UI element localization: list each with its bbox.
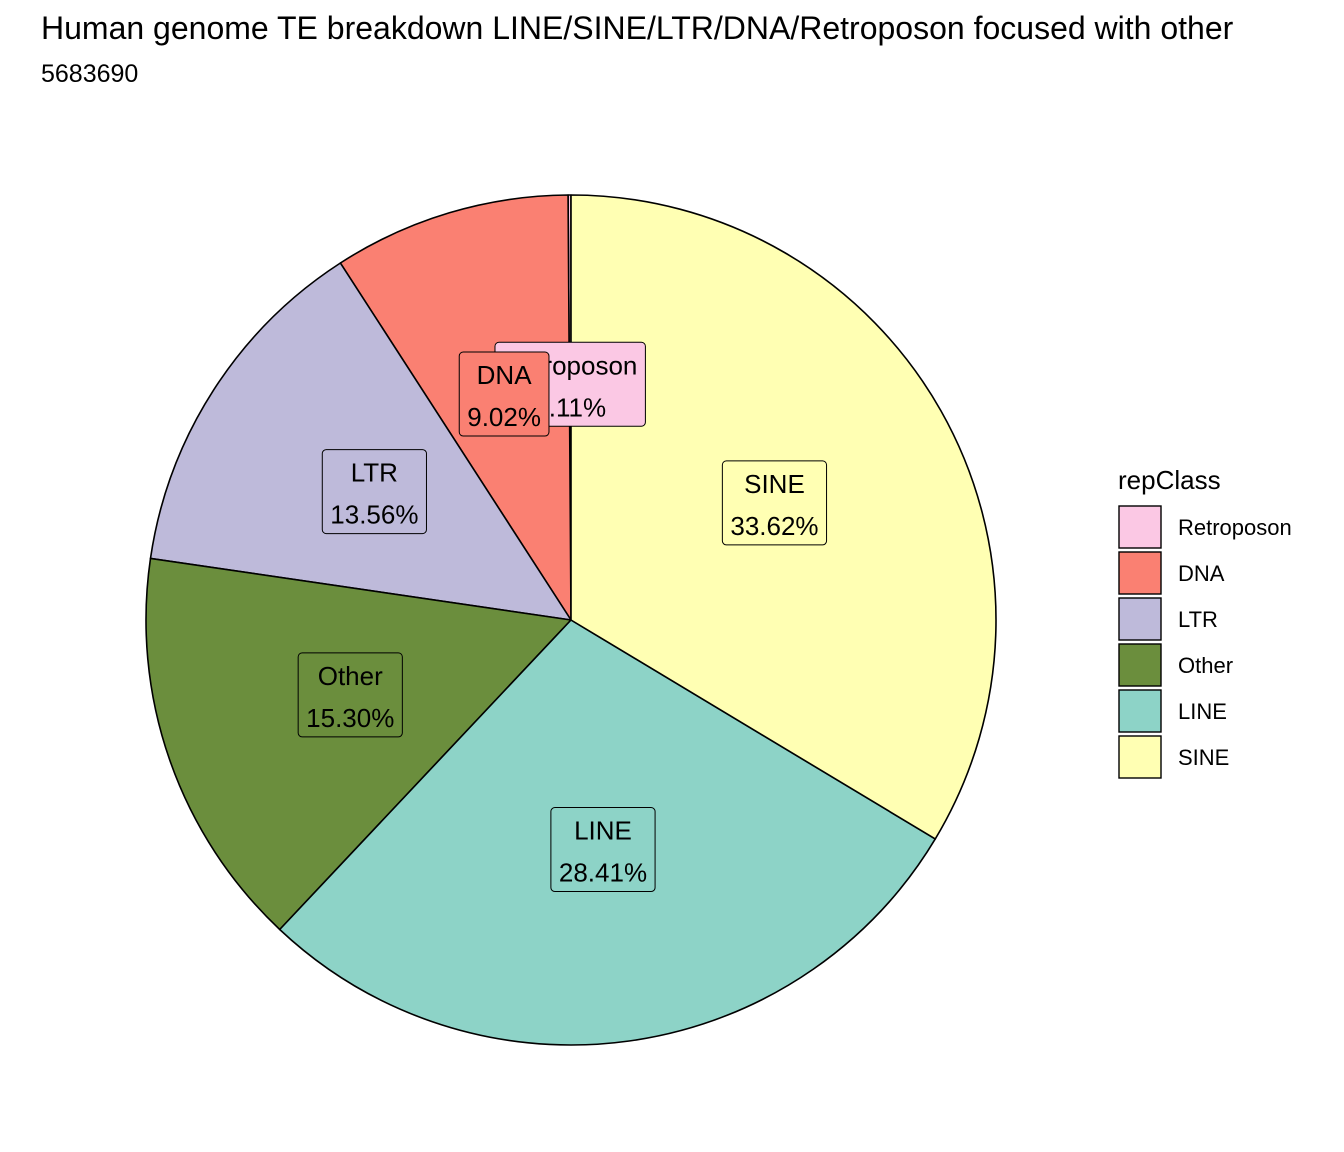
pie-slice-other (145, 557, 572, 931)
legend-label: LINE (1178, 699, 1227, 724)
legend-swatch (1118, 505, 1162, 549)
slice-label-name: DNA (477, 360, 533, 390)
legend-swatch (1118, 597, 1162, 641)
legend-label: SINE (1178, 745, 1229, 770)
legend-label: Retroposon (1178, 515, 1292, 540)
legend-item-sine: SINE (1118, 735, 1229, 779)
legend-label: Other (1178, 653, 1233, 678)
slice-label-box (721, 460, 828, 546)
slice-label-box (458, 351, 550, 437)
chart-title: Human genome TE breakdown LINE/SINE/LTR/… (41, 10, 1234, 46)
slice-label-box (550, 807, 656, 893)
slice-label-value: 9.02% (467, 402, 541, 432)
slice-label-name: LTR (351, 458, 398, 488)
chart-subtitle: 5683690 (41, 60, 139, 88)
slice-label-value: 13.56% (330, 500, 418, 530)
slice-label-line: LINE 28.41% (550, 807, 656, 893)
legend-swatch (1118, 551, 1162, 595)
legend: repClass Retroposon DNA LTR Other LINE SINE (1118, 465, 1292, 779)
legend-label: DNA (1178, 561, 1225, 586)
slice-label-other: Other 15.30% (297, 652, 403, 738)
legend-label: LTR (1178, 607, 1218, 632)
legend-swatch (1118, 735, 1162, 779)
slice-label-value: 33.62% (730, 511, 818, 541)
slice-label-value: 28.41% (559, 858, 647, 888)
slice-label-sine: SINE 33.62% (721, 460, 828, 546)
slice-label-value: 15.30% (306, 703, 394, 733)
pie-slice-dna (339, 194, 572, 621)
legend-item-retroposon: Retroposon (1118, 505, 1292, 549)
slice-label-ltr: LTR 13.56% (321, 449, 427, 535)
legend-item-line: LINE (1118, 689, 1227, 733)
legend-title: repClass (1118, 465, 1221, 495)
legend-item-other: Other (1118, 643, 1233, 687)
legend-item-dna: DNA (1118, 551, 1225, 595)
legend-item-ltr: LTR (1118, 597, 1218, 641)
legend-swatch (1118, 643, 1162, 687)
slice-label-name: LINE (574, 816, 632, 846)
slice-label-box (321, 449, 427, 535)
slice-label-name: SINE (744, 469, 805, 499)
pie-slice-ltr (149, 262, 572, 621)
slice-label-box (297, 652, 403, 738)
slice-label-dna: DNA 9.02% (458, 351, 550, 437)
slice-labels: Retroposon0.11%DNA9.02%LTR13.56%Other15.… (297, 341, 828, 893)
pie-slices (145, 194, 997, 1046)
legend-swatch (1118, 689, 1162, 733)
slice-label-name: Other (318, 661, 383, 691)
